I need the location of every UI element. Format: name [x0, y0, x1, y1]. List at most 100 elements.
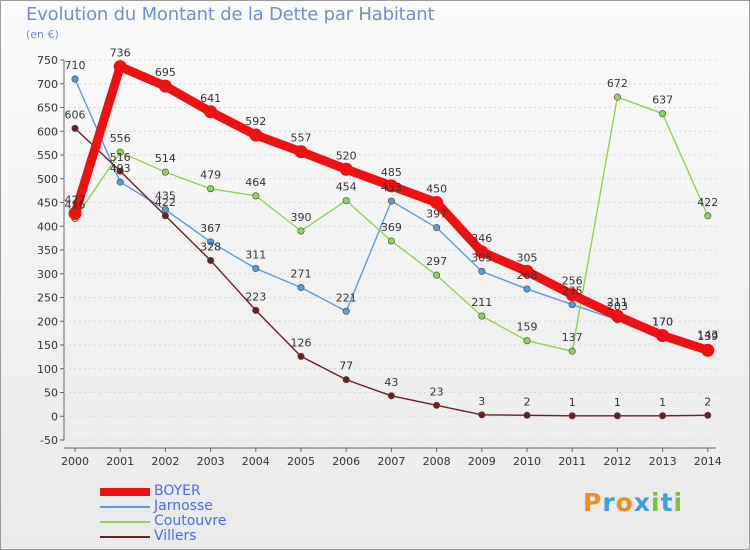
data-point-villers — [161, 212, 169, 220]
x-tick-label: 2014 — [694, 455, 722, 468]
data-point-boyer — [68, 206, 82, 220]
data-point-coutouvre — [523, 337, 531, 345]
data-point-villers — [342, 376, 350, 384]
data-label-villers: 23 — [430, 385, 444, 398]
x-tick-label: 2007 — [377, 455, 405, 468]
legend-label: Jarnosse — [154, 498, 213, 514]
data-point-boyer — [113, 60, 127, 74]
chart-title: Evolution du Montant de la Dette par Hab… — [26, 4, 435, 25]
y-tick-label: 450 — [37, 197, 58, 210]
data-label-jarnosse: 221 — [336, 291, 357, 304]
data-point-boyer — [565, 288, 579, 302]
data-point-villers — [207, 256, 215, 264]
data-point-boyer — [610, 309, 624, 323]
data-point-villers — [568, 412, 576, 420]
data-label-jarnosse: 311 — [245, 249, 266, 262]
data-label-coutouvre: 454 — [336, 181, 357, 194]
data-point-boyer — [430, 196, 444, 209]
chart-unit-label: (en €) — [26, 28, 59, 41]
data-point-coutouvre — [387, 237, 395, 245]
data-point-boyer — [475, 245, 489, 259]
data-label-jarnosse: 268 — [517, 269, 538, 282]
data-label-villers: 1 — [614, 396, 621, 409]
data-label-boyer: 557 — [291, 132, 312, 145]
data-label-boyer: 641 — [200, 92, 221, 105]
data-label-jarnosse: 453 — [381, 181, 402, 194]
data-point-boyer — [656, 329, 670, 342]
data-point-jarnosse — [568, 301, 576, 309]
legend-swatch — [100, 536, 150, 538]
logo-letter: i — [651, 488, 661, 517]
data-point-boyer — [249, 128, 263, 142]
data-point-coutouvre — [297, 227, 305, 235]
data-label-jarnosse: 367 — [200, 222, 221, 235]
x-tick-label: 2013 — [649, 455, 677, 468]
x-tick-label: 2006 — [332, 455, 360, 468]
y-tick-label: 550 — [37, 149, 58, 162]
data-label-boyer: 520 — [336, 149, 357, 162]
data-point-coutouvre — [613, 93, 621, 101]
y-tick-label: 300 — [37, 268, 58, 281]
data-point-jarnosse — [116, 178, 124, 186]
data-point-jarnosse — [478, 267, 486, 275]
data-label-villers: 223 — [245, 290, 266, 303]
data-point-boyer — [158, 79, 172, 93]
logo-letter: o — [615, 488, 634, 517]
data-label-coutouvre: 390 — [291, 211, 312, 224]
data-point-coutouvre — [252, 192, 260, 200]
data-label-boyer: 346 — [471, 232, 492, 245]
x-tick-label: 2001 — [106, 455, 134, 468]
data-label-boyer: 170 — [652, 316, 673, 329]
data-point-boyer — [701, 343, 715, 357]
data-label-jarnosse: 305 — [471, 251, 492, 264]
legend-swatch — [100, 488, 150, 496]
data-point-villers — [433, 401, 441, 409]
data-label-jarnosse: 203 — [607, 300, 628, 313]
data-point-villers — [659, 412, 667, 420]
x-tick-label: 2012 — [603, 455, 631, 468]
data-label-boyer: 695 — [155, 66, 176, 79]
x-tick-label: 2011 — [558, 455, 586, 468]
data-point-jarnosse — [71, 75, 79, 83]
x-tick-label: 2002 — [151, 455, 179, 468]
data-label-coutouvre: 479 — [200, 169, 221, 182]
y-tick-label: 650 — [37, 102, 58, 115]
logo-letter: t — [660, 488, 674, 517]
data-label-coutouvre: 137 — [562, 331, 583, 344]
data-label-jarnosse: 435 — [155, 190, 176, 203]
data-label-coutouvre: 369 — [381, 221, 402, 234]
data-label-boyer: 736 — [110, 47, 131, 60]
data-point-boyer — [204, 105, 218, 119]
data-label-coutouvre: 556 — [110, 132, 131, 145]
data-label-villers: 328 — [200, 240, 221, 253]
data-point-coutouvre — [704, 212, 712, 220]
data-label-villers: 1 — [659, 396, 666, 409]
data-point-villers — [71, 124, 79, 132]
data-point-boyer — [339, 162, 353, 176]
data-label-coutouvre: 637 — [652, 94, 673, 107]
x-tick-label: 2008 — [423, 455, 451, 468]
data-point-boyer — [384, 179, 398, 193]
data-label-boyer: 305 — [517, 251, 538, 264]
data-label-coutouvre: 672 — [607, 77, 628, 90]
data-point-coutouvre — [433, 271, 441, 279]
legend-label: Coutouvre — [154, 513, 227, 529]
data-point-coutouvre — [568, 347, 576, 355]
y-tick-label: 500 — [37, 173, 58, 186]
logo-letter: x — [633, 488, 651, 517]
y-tick-label: 700 — [37, 78, 58, 91]
y-tick-label: -50 — [40, 434, 58, 447]
data-label-villers: 3 — [478, 395, 485, 408]
logo-letter: P — [583, 488, 603, 517]
data-label-villers: 1 — [569, 396, 576, 409]
data-label-boyer: 450 — [426, 183, 447, 196]
data-label-villers: 422 — [155, 196, 176, 209]
data-label-jarnosse: 710 — [65, 59, 86, 72]
data-label-jarnosse: 143 — [697, 328, 718, 341]
logo-letter: i — [673, 488, 684, 517]
x-tick-label: 2010 — [513, 455, 541, 468]
data-label-boyer: 256 — [562, 275, 583, 288]
data-point-jarnosse — [342, 307, 350, 315]
data-point-jarnosse — [387, 197, 395, 205]
